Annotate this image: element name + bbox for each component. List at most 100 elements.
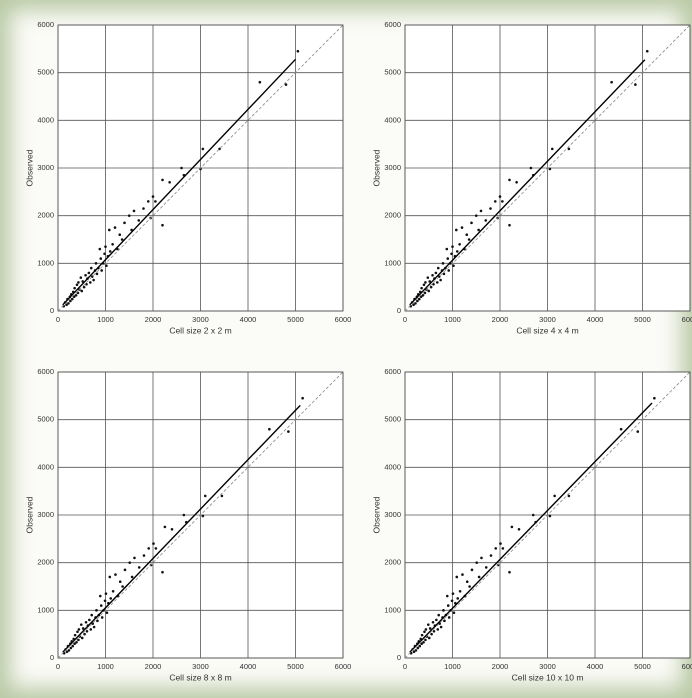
- point: [154, 547, 158, 550]
- point: [79, 623, 83, 626]
- point: [439, 625, 443, 629]
- point: [634, 83, 637, 86]
- point: [105, 264, 108, 268]
- point: [450, 252, 453, 256]
- point: [432, 283, 435, 286]
- point: [95, 272, 99, 276]
- point: [432, 630, 436, 633]
- point: [418, 644, 422, 648]
- point: [567, 147, 571, 151]
- point: [450, 599, 454, 603]
- plot-marks: [57, 24, 344, 312]
- point: [447, 269, 451, 272]
- point: [170, 528, 174, 531]
- y-tick-label: 0: [50, 653, 54, 662]
- point: [461, 573, 464, 576]
- x-tick-label: 2000: [145, 315, 162, 324]
- point: [95, 609, 98, 612]
- x-tick-label: 4000: [587, 662, 604, 671]
- x-axis-title: Cell size 8 x 8 m: [169, 672, 231, 682]
- point: [653, 396, 656, 400]
- point: [431, 620, 435, 624]
- point: [84, 273, 87, 277]
- point: [201, 147, 205, 151]
- point: [123, 221, 126, 225]
- x-tick-label: 1000: [444, 662, 461, 671]
- point: [430, 632, 433, 636]
- point: [137, 219, 141, 222]
- point: [284, 83, 288, 86]
- point: [121, 585, 124, 588]
- point: [70, 297, 74, 301]
- point: [296, 49, 300, 53]
- point: [428, 280, 432, 283]
- panel: 0 1000 2000 3000 4000 5000 6000 0 1000 2000 3000 40…: [371, 367, 692, 682]
- y-tick-label: 4000: [384, 115, 401, 124]
- y-axis-title: Observed: [371, 496, 381, 533]
- x-tick-label: 6000: [682, 662, 692, 671]
- x-tick-label: 2000: [492, 662, 509, 671]
- point: [420, 633, 424, 637]
- point: [72, 295, 76, 299]
- y-tick-label: 3000: [37, 163, 54, 172]
- point: [92, 625, 96, 629]
- point: [168, 181, 171, 184]
- point: [111, 242, 114, 246]
- x-tick-label: 5000: [634, 315, 651, 324]
- point: [636, 430, 640, 433]
- point: [100, 616, 104, 619]
- point: [484, 219, 488, 222]
- y-tick-label: 5000: [384, 68, 401, 77]
- point: [465, 580, 469, 584]
- point: [567, 494, 571, 498]
- point: [480, 556, 483, 560]
- point: [548, 514, 552, 518]
- y-axis-title: Observed: [24, 496, 34, 533]
- point: [84, 620, 88, 624]
- point: [80, 636, 84, 640]
- point: [499, 542, 502, 545]
- point: [85, 283, 88, 286]
- point: [451, 592, 455, 595]
- point: [142, 554, 146, 557]
- point: [465, 233, 469, 237]
- point: [479, 209, 483, 213]
- y-tick-label: 3000: [384, 163, 401, 172]
- point: [531, 513, 535, 517]
- y-tick-label: 5000: [37, 68, 54, 77]
- point: [419, 295, 423, 299]
- point: [99, 257, 103, 260]
- x-tick-label: 3000: [539, 315, 556, 324]
- point: [517, 528, 521, 531]
- x-tick-label: 6000: [335, 315, 352, 324]
- point: [85, 630, 89, 633]
- point: [161, 178, 164, 182]
- point: [426, 623, 430, 626]
- plot-marks: [404, 371, 691, 659]
- y-tick-label: 4000: [37, 115, 54, 124]
- y-tick-label: 4000: [384, 462, 401, 471]
- fit-line: [409, 402, 653, 653]
- y-tick-label: 6000: [37, 20, 54, 29]
- y-axis-title: Observed: [371, 149, 381, 186]
- point: [114, 573, 117, 576]
- point: [441, 262, 445, 265]
- y-tick-label: 6000: [384, 367, 401, 376]
- fit-line: [409, 59, 646, 306]
- point: [98, 247, 102, 251]
- reference-line: [57, 24, 344, 312]
- point: [501, 547, 505, 550]
- x-tick-label: 0: [403, 662, 407, 671]
- point: [445, 247, 449, 251]
- y-tick-label: 6000: [384, 20, 401, 29]
- point: [108, 250, 112, 253]
- point: [287, 430, 290, 433]
- x-tick-label: 6000: [335, 662, 352, 671]
- point: [152, 542, 155, 545]
- point: [151, 195, 155, 198]
- point: [201, 514, 205, 518]
- point: [414, 302, 417, 305]
- point: [412, 303, 415, 307]
- y-axis-title: Observed: [24, 149, 34, 186]
- point: [73, 633, 77, 637]
